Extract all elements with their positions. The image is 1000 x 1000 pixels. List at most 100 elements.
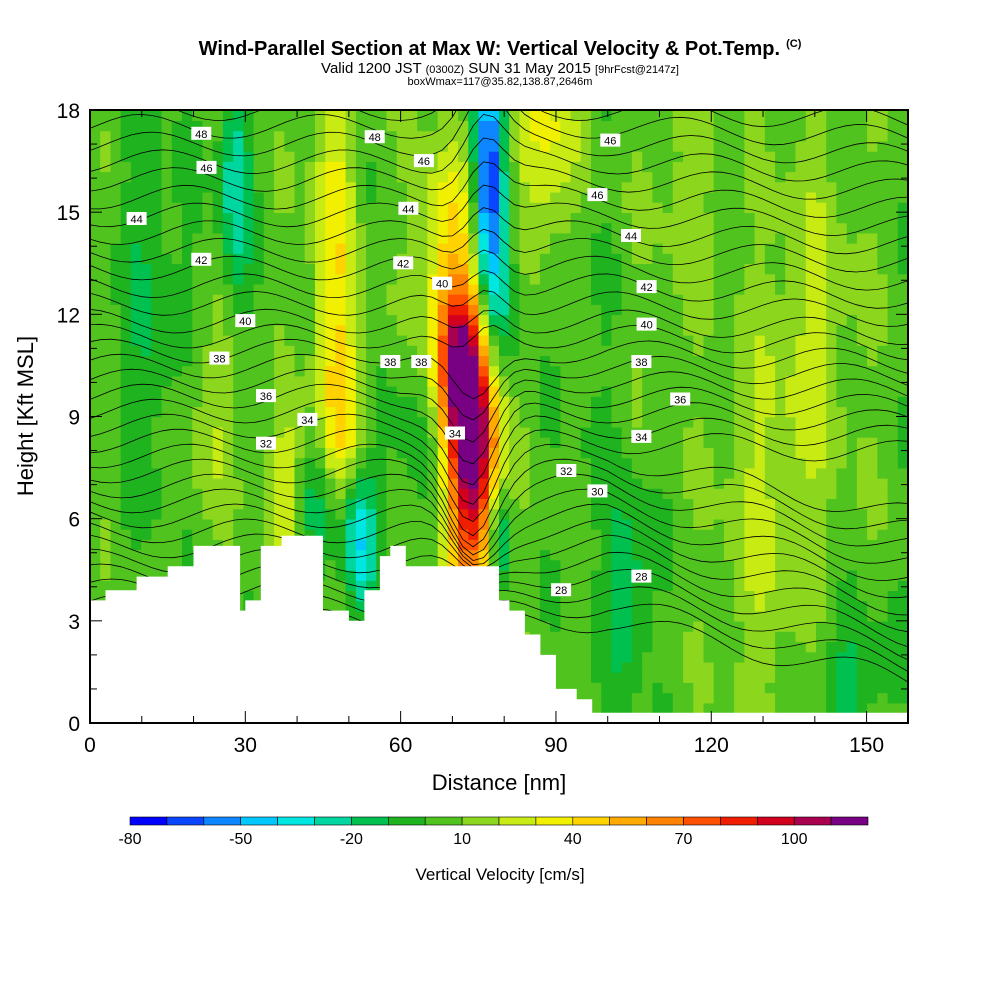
velocity-cell bbox=[202, 457, 214, 469]
velocity-cell bbox=[304, 263, 316, 275]
velocity-cell bbox=[570, 232, 582, 244]
velocity-cell bbox=[672, 406, 684, 418]
velocity-cell bbox=[529, 232, 541, 244]
velocity-cell bbox=[713, 569, 725, 581]
velocity-cell bbox=[253, 110, 265, 122]
velocity-cell bbox=[867, 171, 879, 183]
velocity-cell bbox=[631, 222, 643, 234]
velocity-cell bbox=[315, 355, 327, 367]
velocity-cell bbox=[570, 314, 582, 326]
velocity-cell bbox=[171, 314, 183, 326]
velocity-cell bbox=[785, 661, 797, 673]
velocity-cell bbox=[120, 171, 132, 183]
velocity-cell bbox=[488, 130, 500, 142]
velocity-cell bbox=[775, 181, 787, 193]
velocity-cell bbox=[437, 222, 449, 234]
velocity-cell bbox=[488, 150, 500, 162]
velocity-cell bbox=[662, 631, 674, 643]
velocity-cell bbox=[243, 365, 255, 377]
velocity-cell bbox=[263, 518, 275, 530]
velocity-cell bbox=[846, 457, 858, 469]
velocity-cell bbox=[846, 600, 858, 612]
velocity-cell bbox=[284, 498, 296, 510]
velocity-cell bbox=[427, 181, 439, 193]
velocity-cell bbox=[570, 304, 582, 316]
velocity-cell bbox=[662, 161, 674, 173]
velocity-cell bbox=[560, 620, 572, 632]
velocity-cell bbox=[754, 283, 766, 295]
velocity-cell bbox=[161, 150, 173, 162]
velocity-cell bbox=[764, 569, 776, 581]
velocity-cell bbox=[621, 651, 633, 663]
velocity-cell bbox=[130, 130, 142, 142]
velocity-cell bbox=[744, 365, 756, 377]
velocity-cell bbox=[243, 559, 255, 571]
velocity-cell bbox=[427, 191, 439, 203]
velocity-cell bbox=[386, 508, 398, 520]
velocity-cell bbox=[345, 324, 357, 336]
velocity-cell bbox=[805, 242, 817, 254]
velocity-cell bbox=[856, 345, 868, 357]
velocity-cell bbox=[724, 447, 736, 459]
velocity-cell bbox=[417, 140, 429, 152]
velocity-cell bbox=[652, 365, 664, 377]
velocity-cell bbox=[539, 191, 551, 203]
velocity-cell bbox=[836, 528, 848, 540]
velocity-cell bbox=[468, 416, 480, 428]
velocity-cell bbox=[427, 396, 439, 408]
velocity-cell bbox=[785, 610, 797, 622]
velocity-cell bbox=[887, 426, 899, 438]
velocity-cell bbox=[570, 661, 582, 673]
velocity-cell bbox=[468, 467, 480, 479]
velocity-cell bbox=[805, 641, 817, 653]
velocity-cell bbox=[611, 171, 623, 183]
velocity-cell bbox=[672, 631, 684, 643]
velocity-cell bbox=[325, 334, 337, 346]
velocity-cell bbox=[488, 447, 500, 459]
velocity-cell bbox=[856, 212, 868, 224]
velocity-cell bbox=[212, 304, 224, 316]
velocity-cell bbox=[754, 150, 766, 162]
velocity-cell bbox=[877, 518, 889, 530]
velocity-cell bbox=[253, 467, 265, 479]
velocity-cell bbox=[345, 365, 357, 377]
velocity-cell bbox=[386, 426, 398, 438]
velocity-cell bbox=[652, 212, 664, 224]
velocity-cell bbox=[703, 457, 715, 469]
velocity-cell bbox=[141, 242, 153, 254]
velocity-cell bbox=[672, 488, 684, 500]
velocity-cell bbox=[539, 355, 551, 367]
velocity-cell bbox=[263, 140, 275, 152]
velocity-cell bbox=[887, 212, 899, 224]
velocity-cell bbox=[253, 416, 265, 428]
velocity-cell bbox=[243, 161, 255, 173]
velocity-cell bbox=[897, 171, 908, 183]
velocity-cell bbox=[294, 242, 306, 254]
velocity-cell bbox=[437, 406, 449, 418]
velocity-cell bbox=[529, 447, 541, 459]
velocity-cell bbox=[345, 508, 357, 520]
velocity-cell bbox=[427, 293, 439, 305]
velocity-cell bbox=[846, 590, 858, 602]
velocity-cell bbox=[703, 293, 715, 305]
velocity-cell bbox=[713, 161, 725, 173]
velocity-cell bbox=[141, 559, 153, 571]
velocity-cell bbox=[877, 385, 889, 397]
velocity-cell bbox=[764, 171, 776, 183]
velocity-cell bbox=[734, 600, 746, 612]
velocity-cell bbox=[151, 508, 163, 520]
velocity-cell bbox=[591, 702, 603, 714]
valid-date: SUN 31 May 2015 bbox=[468, 60, 591, 77]
velocity-cell bbox=[243, 416, 255, 428]
velocity-cell bbox=[202, 120, 214, 132]
velocity-cell bbox=[785, 436, 797, 448]
velocity-cell bbox=[867, 518, 879, 530]
velocity-cell bbox=[100, 212, 112, 224]
velocity-cell bbox=[591, 600, 603, 612]
velocity-cell bbox=[744, 130, 756, 142]
velocity-cell bbox=[427, 457, 439, 469]
velocity-cell bbox=[601, 416, 613, 428]
velocity-cell bbox=[775, 202, 787, 214]
velocity-cell bbox=[775, 580, 787, 592]
velocity-cell bbox=[550, 120, 562, 132]
